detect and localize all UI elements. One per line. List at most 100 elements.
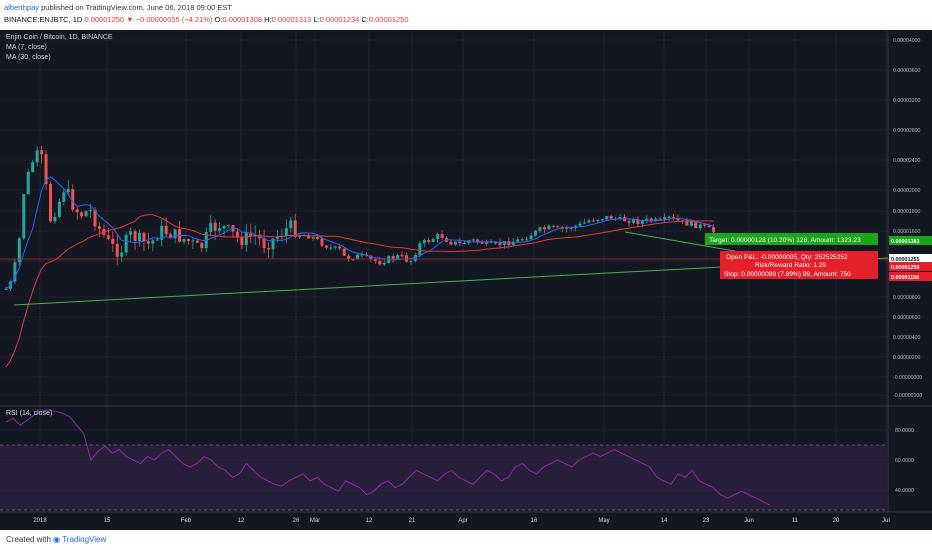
- candle-body: [418, 243, 422, 256]
- rsi-tick-label: 40.0000: [895, 488, 914, 494]
- candle-body: [405, 255, 408, 262]
- y-tick-label: -0.00000000: [893, 375, 922, 381]
- candle-body: [160, 225, 164, 240]
- candle-body: [427, 240, 431, 242]
- candle-body: [569, 227, 573, 229]
- symbol-text: BINANCE:ENJBTC, 1D: [4, 15, 83, 24]
- candle-body: [4, 288, 8, 290]
- y-tick-label: 0.00001800: [893, 209, 921, 215]
- x-tick-label: 14: [661, 518, 668, 524]
- candle-body: [329, 247, 333, 249]
- candle-body: [400, 255, 404, 257]
- candle-body: [494, 242, 497, 244]
- ma30-legend[interactable]: MA (30, close): [6, 54, 51, 61]
- x-tick-label: May: [598, 518, 609, 524]
- candle-body: [186, 239, 190, 242]
- close-label: C:: [361, 15, 369, 24]
- y-tick-label: 0.00002800: [893, 128, 921, 134]
- candle-body: [146, 241, 150, 244]
- price-label: 0.00001255: [891, 257, 919, 263]
- candle-body: [235, 231, 239, 238]
- candle-body: [66, 189, 70, 193]
- candle-body: [356, 254, 360, 260]
- x-tick-label: 20: [833, 518, 840, 524]
- candle-body: [640, 221, 644, 225]
- candle-body: [133, 231, 137, 241]
- candle-body: [267, 248, 271, 250]
- ma7-legend[interactable]: MA (7, close): [6, 44, 47, 51]
- candle-body: [182, 239, 186, 242]
- candle-body: [120, 252, 124, 257]
- candle-body: [556, 226, 560, 228]
- candle-body: [551, 225, 555, 227]
- candle-body: [31, 162, 35, 172]
- high-label: H:: [264, 15, 272, 24]
- descending-trendline[interactable]: [624, 231, 753, 255]
- candle-body: [129, 231, 133, 235]
- y-tick-label: 0.00000600: [893, 315, 921, 321]
- price-label-box: [889, 262, 932, 271]
- y-tick-label: -0.00000100: [893, 393, 922, 399]
- author-link[interactable]: alberthpay: [4, 3, 40, 12]
- x-tick-label: Mar: [310, 518, 320, 524]
- x-tick-label: 23: [703, 518, 710, 524]
- candle-body: [511, 241, 515, 246]
- y-tick-label: 0.00000800: [893, 295, 921, 301]
- ma30-line: [5, 214, 714, 368]
- target-box[interactable]: [705, 233, 878, 245]
- y-tick-label: 0.00000200: [893, 355, 921, 361]
- x-tick-label: Apr: [458, 518, 467, 524]
- candle-body: [498, 242, 502, 246]
- candle-body: [142, 232, 146, 242]
- candle-body: [685, 220, 689, 226]
- open-value: 0.00001308: [222, 15, 263, 24]
- candle-body: [240, 237, 244, 246]
- candle-body: [209, 222, 213, 233]
- candle-body: [538, 227, 542, 231]
- candle-body: [89, 209, 93, 212]
- candle-body: [316, 237, 319, 239]
- candle-body: [636, 219, 640, 225]
- rsi-legend[interactable]: RSI (14, close): [6, 410, 53, 417]
- candle-body: [391, 256, 395, 259]
- candle-body: [289, 220, 293, 229]
- candle-body: [338, 246, 342, 249]
- candle-body: [111, 238, 115, 244]
- candle-body: [57, 201, 61, 217]
- candle-body: [200, 242, 204, 249]
- footer-text: Created with ◉ TradingView: [6, 535, 106, 544]
- candle-body: [547, 225, 551, 230]
- candle-body: [476, 239, 480, 242]
- candle-body: [35, 150, 39, 163]
- candle-body: [275, 236, 279, 239]
- candle-body: [155, 239, 159, 241]
- candle-body: [436, 234, 440, 240]
- candle-body: [480, 241, 484, 244]
- stop-box[interactable]: [720, 251, 878, 279]
- candle-body: [320, 238, 324, 246]
- candle-body: [578, 223, 582, 226]
- x-tick-label: Feb: [181, 518, 192, 524]
- y-tick-label: 0.00003200: [893, 98, 921, 104]
- x-tick-label: Jun: [744, 518, 754, 524]
- tradingview-brand[interactable]: TradingView: [62, 535, 107, 544]
- candle-body: [591, 220, 595, 222]
- footer-bar: Created with ◉ TradingView: [0, 530, 932, 550]
- candle-body: [596, 219, 600, 222]
- chart-area[interactable]: 0.00004000 0.00003600 0.00003200 0.00002800…: [0, 30, 932, 530]
- candle-body: [689, 221, 693, 226]
- chart-svg[interactable]: 0.00004000 0.00003600 0.00003200 0.00002800…: [0, 30, 932, 530]
- created-with-text: Created with: [6, 535, 51, 544]
- candle-body: [605, 216, 609, 220]
- x-tick-label: 16: [531, 518, 538, 524]
- candle-body: [712, 227, 716, 233]
- open-pl-label: Open P&L: -0.00000005, Qty: 252525252: [726, 254, 848, 261]
- candle-body: [227, 225, 230, 227]
- candle-body: [707, 225, 711, 228]
- last-price: 0.00001250: [84, 15, 125, 24]
- x-tick-label: 2018: [33, 518, 47, 524]
- candle-body: [649, 218, 653, 221]
- candle-body: [106, 235, 110, 239]
- candle-body: [565, 227, 569, 229]
- candle-body: [13, 262, 17, 282]
